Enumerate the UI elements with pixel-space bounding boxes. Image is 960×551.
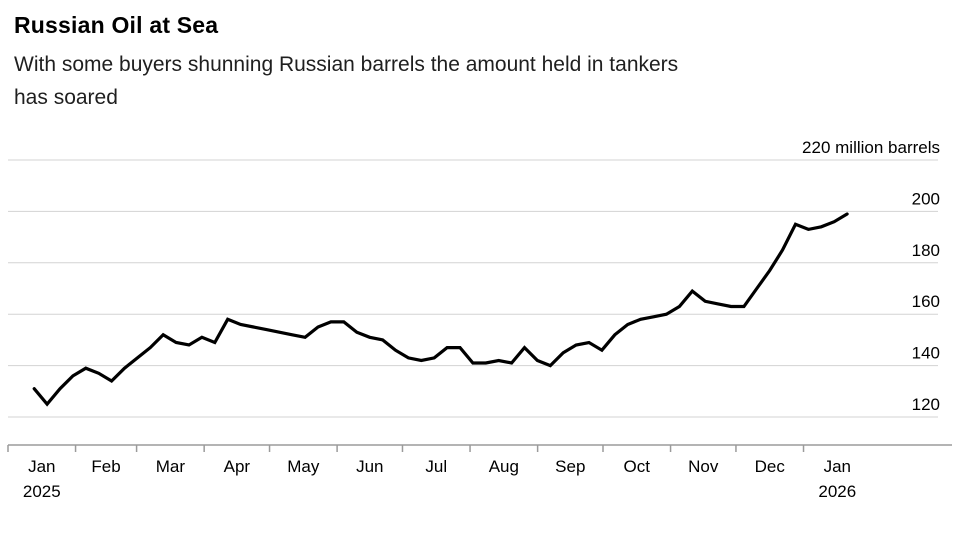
data-line xyxy=(32,212,849,407)
chart-subtitle: With some buyers shunning Russian barrel… xyxy=(14,49,914,114)
x-axis-label: Dec xyxy=(755,457,786,476)
x-axis-year-label: 2026 xyxy=(818,482,856,501)
y-axis-label: 200 xyxy=(912,189,940,208)
x-axis-label: Apr xyxy=(224,457,251,476)
y-axis-label: 160 xyxy=(912,292,940,311)
chart-subtitle-line1: With some buyers shunning Russian barrel… xyxy=(14,53,679,76)
x-axis-label: Nov xyxy=(688,457,719,476)
y-axis-label: 140 xyxy=(912,344,940,363)
x-axis-label: Feb xyxy=(91,457,120,476)
x-axis-year-label: 2025 xyxy=(23,482,61,501)
y-axis-label: 180 xyxy=(912,241,940,260)
x-axis-label: Mar xyxy=(156,457,186,476)
x-axis-label: Sep xyxy=(555,457,585,476)
x-axis-label: Jan xyxy=(824,457,851,476)
x-axis-label: Jan xyxy=(28,457,55,476)
x-axis-label: Oct xyxy=(624,457,651,476)
x-axis-label: Jun xyxy=(356,457,383,476)
chart-title: Russian Oil at Sea xyxy=(14,12,219,38)
x-axis-label: May xyxy=(287,457,320,476)
y-axis-label: 120 xyxy=(912,395,940,414)
x-axis-label: Jul xyxy=(425,457,447,476)
x-axis-label: Aug xyxy=(489,457,519,476)
chart-subtitle-line2: has soared xyxy=(14,85,118,109)
y-axis-unit-label: 220 million barrels xyxy=(802,138,940,157)
line-chart: 120 140 160 180 200 220 million barrels Jan 202… xyxy=(7,138,952,501)
